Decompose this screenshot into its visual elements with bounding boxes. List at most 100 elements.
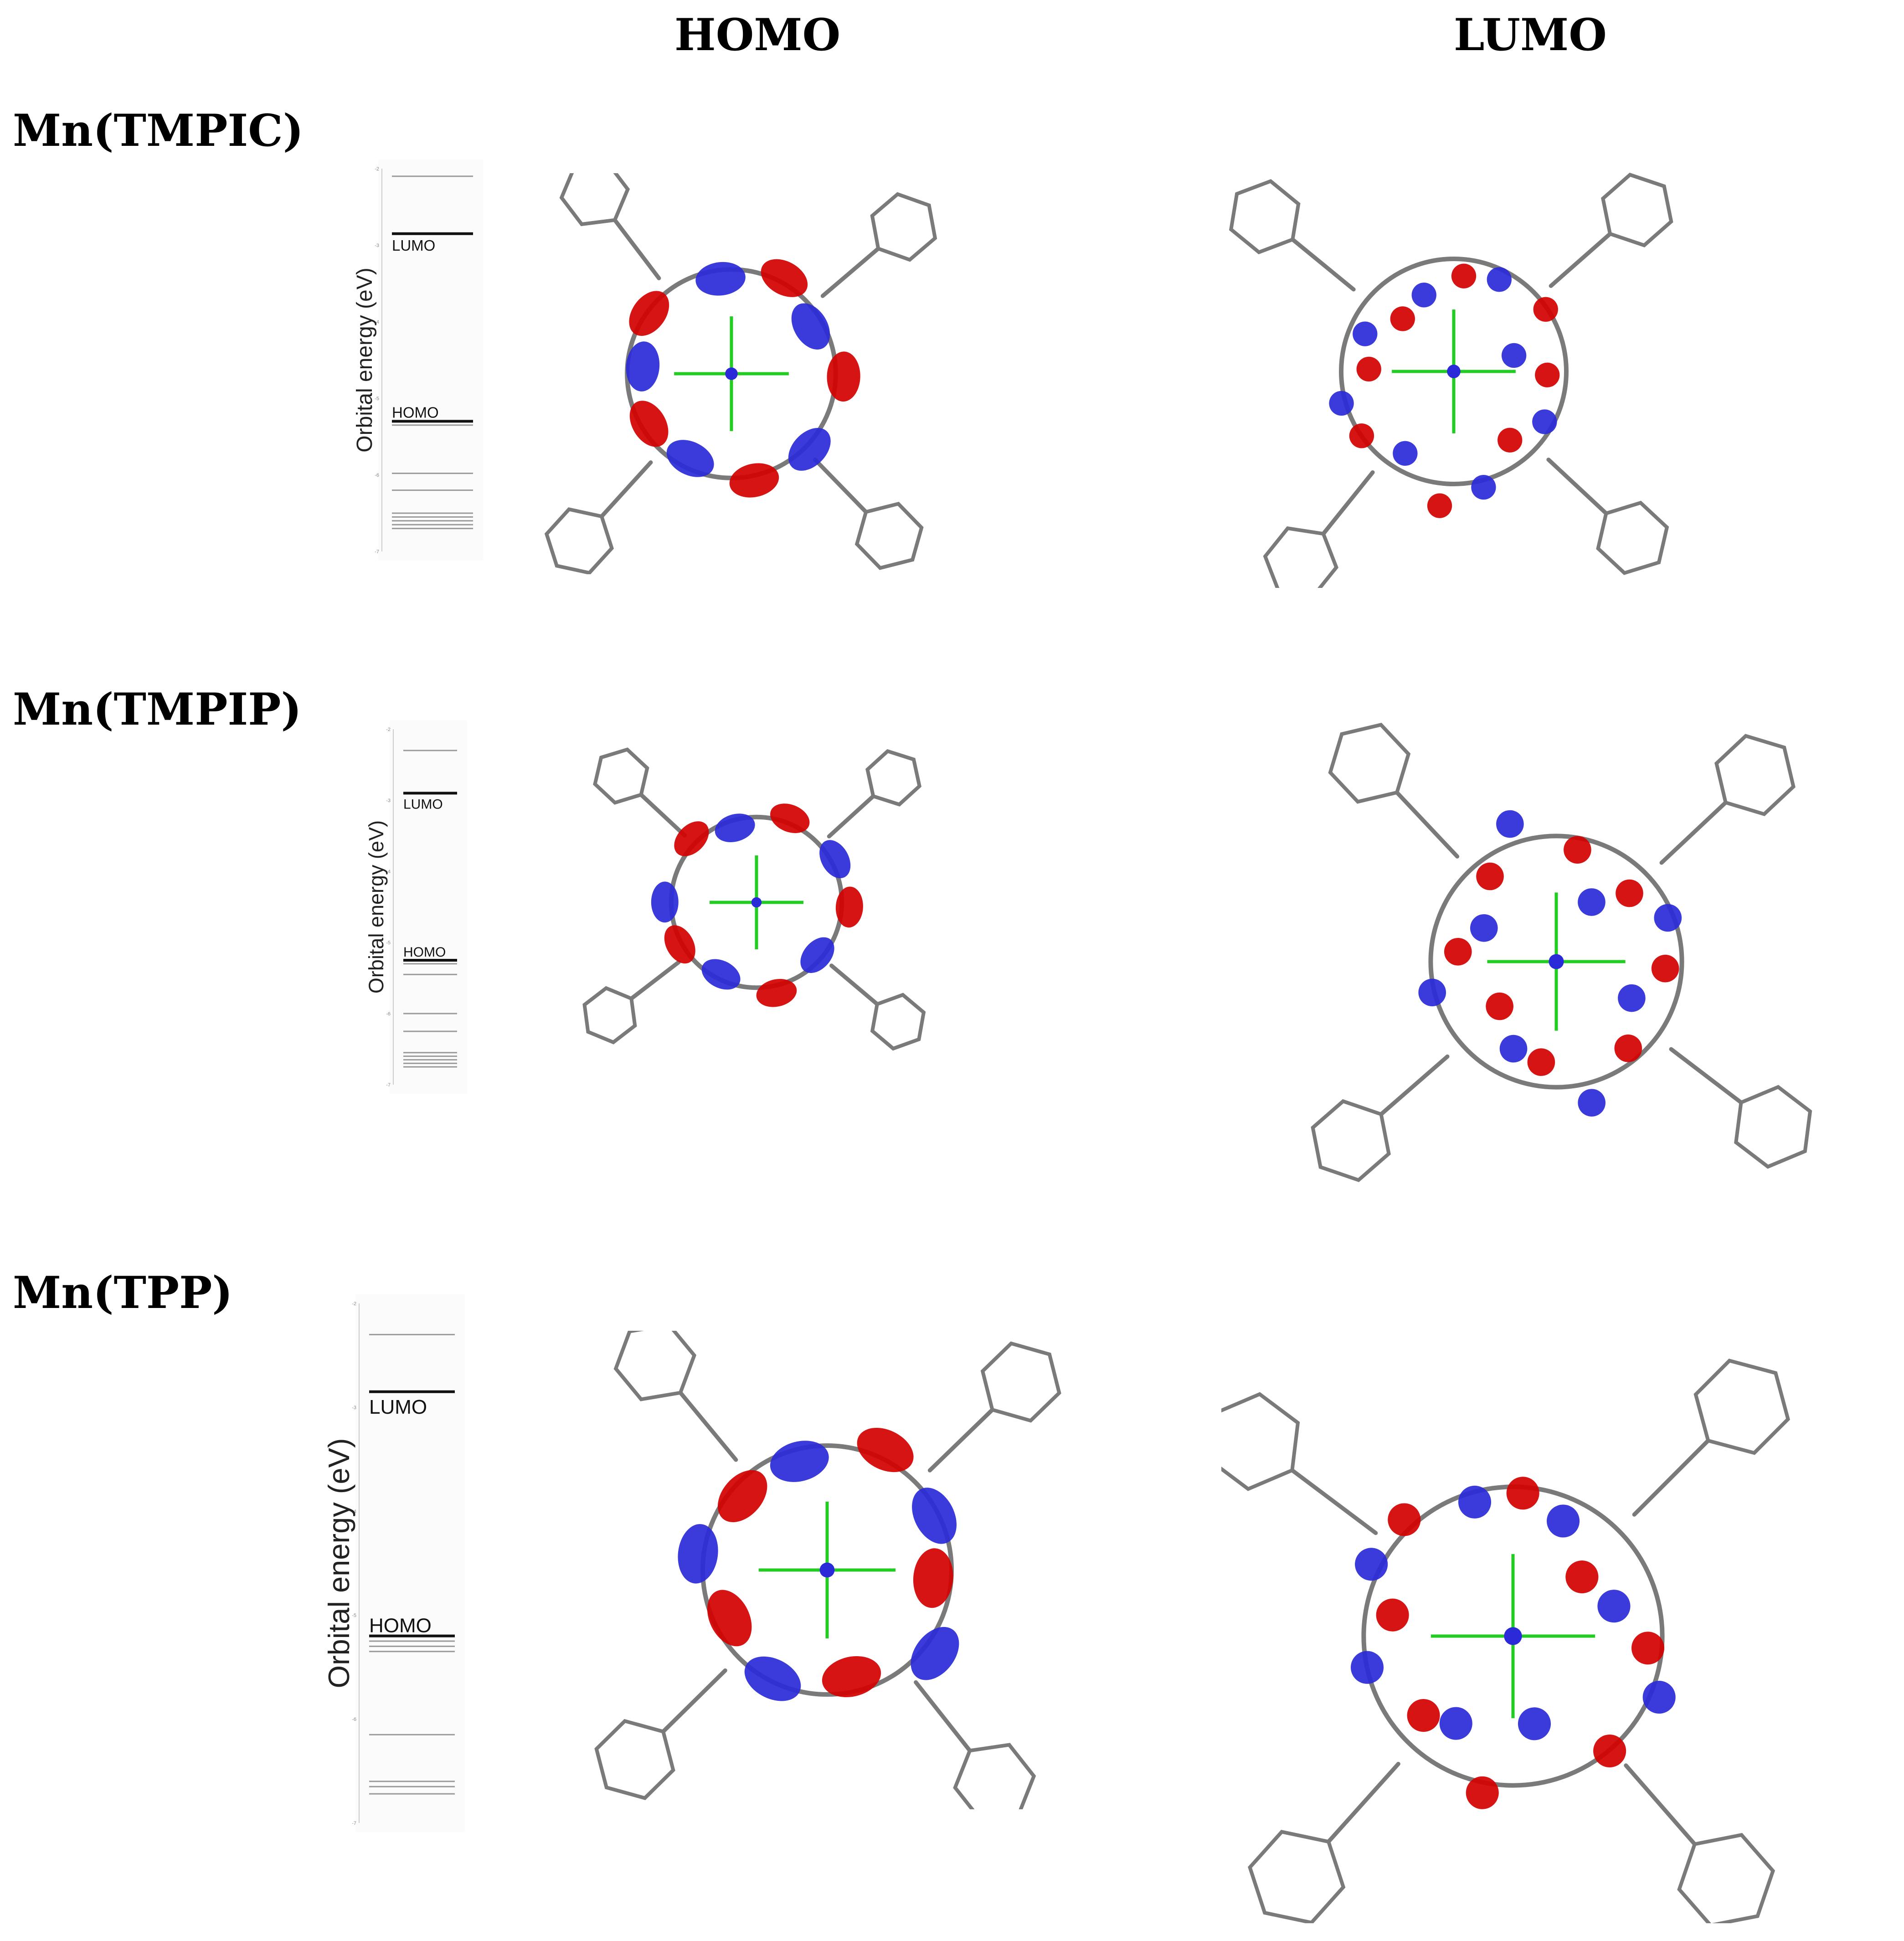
manganese-center — [1549, 954, 1564, 969]
orbital-lobe — [1393, 441, 1418, 466]
orbital-lobe — [1487, 267, 1512, 292]
phenyl-ring — [1677, 1833, 1775, 1923]
orbital-lobe — [626, 341, 660, 391]
phenyl-ring — [870, 192, 937, 262]
orbital-lobe — [1614, 1034, 1642, 1062]
orbital-lobe — [800, 937, 834, 973]
orbital-lobe — [1466, 1776, 1499, 1809]
column-header-homo: HOMO — [674, 9, 841, 61]
lumo-level-label: LUMO — [392, 237, 435, 254]
phenyl-ring — [1601, 172, 1673, 247]
orbital-lobe — [1506, 1477, 1539, 1510]
orbital-lobe — [1451, 263, 1477, 288]
orbital-lobe — [1444, 937, 1472, 966]
orbital-lobe — [1654, 904, 1682, 932]
orbital-lobe — [791, 303, 830, 350]
phenyl-ring — [1596, 500, 1669, 575]
tick-label: -7 — [375, 549, 379, 555]
orbital-lobe — [744, 1656, 801, 1701]
phenyl-ring — [582, 986, 637, 1045]
orbital-lobe — [822, 1656, 881, 1698]
orbital-lobe — [1471, 474, 1496, 500]
orbital-lobe — [1535, 362, 1560, 387]
phenyl-ring — [1328, 722, 1411, 804]
column-header-lumo: LUMO — [1454, 9, 1607, 61]
phenyl-ring — [1714, 734, 1796, 816]
orbital-lobe — [756, 978, 797, 1007]
orbital-lobe — [695, 262, 746, 296]
manganese-center — [725, 367, 738, 380]
orbital-lobe — [1616, 879, 1643, 907]
tick-label: -7 — [352, 1821, 356, 1826]
orbital-lobe — [1376, 1598, 1409, 1632]
orbital-lobe — [1618, 984, 1646, 1012]
orbital-lobe — [1356, 356, 1381, 382]
homo-orbital-image — [544, 173, 937, 574]
phenyl-ring — [559, 173, 630, 227]
energy-level-diagram: -2 -3 -4 -5 -6 -7 Orbital energy (eV) LUMO HOMO — [365, 720, 467, 1094]
phenyl-ring — [953, 1743, 1036, 1809]
orbital-lobe — [715, 813, 755, 842]
orbital-lobe — [911, 1627, 959, 1680]
orbital-lobe — [1631, 1632, 1665, 1665]
row-title: Mn(TMPIC) — [13, 105, 304, 156]
orbital-lobe — [1458, 1485, 1492, 1519]
orbital-lobe — [788, 428, 831, 471]
tick-label: -6 — [386, 1011, 391, 1017]
phenyl-ring — [854, 501, 924, 570]
orbital-lobe — [770, 803, 810, 834]
orbital-lobe — [913, 1548, 953, 1608]
orbital-lobe — [1418, 978, 1446, 1007]
phenyl-ring — [594, 1719, 675, 1800]
lumo-level-label: LUMO — [403, 797, 443, 812]
homo-level-label: HOMO — [403, 945, 446, 960]
homo-orbital-image — [582, 747, 926, 1051]
tick-label: -5 — [375, 396, 379, 402]
orbital-lobe — [729, 463, 779, 498]
energy-level-diagram: -2 -3 -4 -5 -6 -7 Orbital energy (eV) LUMO HOMO — [353, 160, 483, 561]
orbital-lobe — [651, 881, 679, 923]
orbital-lobe — [1642, 1681, 1676, 1714]
orbital-lobe — [664, 925, 695, 964]
phenyl-ring — [1311, 1099, 1391, 1182]
orbital-lobe — [1349, 423, 1374, 448]
macrocycle-ring — [1428, 834, 1684, 1090]
orbital-lobe — [1564, 836, 1591, 864]
tick-label: -5 — [352, 1613, 356, 1618]
tick-label: -6 — [352, 1717, 356, 1722]
orbital-lobe — [770, 1441, 829, 1482]
orbital-lobe — [701, 959, 741, 990]
orbital-lobe — [1578, 888, 1606, 916]
row-title: Mn(TMPIP) — [13, 684, 302, 735]
orbital-lobe — [1651, 954, 1679, 983]
phenyl-ring — [1229, 179, 1301, 255]
energy-axis-label: Orbital energy (eV) — [365, 820, 388, 994]
orbital-lobe — [819, 840, 851, 879]
orbital-lobe — [1565, 1560, 1599, 1594]
phenyl-ring — [593, 747, 649, 805]
tick-label: -4 — [386, 869, 391, 875]
orbital-lobe — [1547, 1504, 1580, 1538]
orbital-lobe — [1496, 810, 1524, 838]
orbital-lobe — [1355, 1548, 1388, 1581]
orbital-lobe — [1593, 1734, 1626, 1768]
tick-label: -3 — [375, 243, 379, 248]
orbital-lobe — [1411, 283, 1436, 308]
energy-axis-label: Orbital energy (eV) — [324, 1438, 355, 1688]
phenyl-ring — [613, 1331, 697, 1401]
manganese-center — [1504, 1627, 1522, 1645]
orbital-lobe — [1527, 1048, 1555, 1076]
tick-label: -6 — [375, 473, 379, 478]
orbital-lobe — [1407, 1699, 1440, 1732]
orbital-lobe — [1501, 343, 1527, 368]
tick-label: -2 — [386, 727, 391, 732]
orbital-lobe — [1578, 1089, 1606, 1117]
energy-level-diagram: -2 -3 -4 -5 -6 -7 Orbital energy (eV) LUMO HOMO — [324, 1294, 465, 1832]
orbital-lobe — [1470, 914, 1498, 942]
orbital-lobe — [1427, 493, 1452, 518]
orbital-lobe — [629, 291, 669, 336]
phenyl-ring — [980, 1341, 1061, 1423]
orbital-lobe — [761, 259, 808, 297]
phenyl-ring — [1221, 1392, 1300, 1491]
